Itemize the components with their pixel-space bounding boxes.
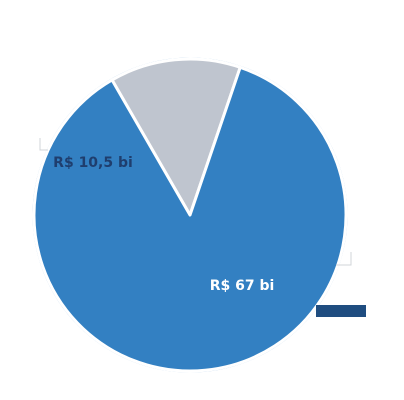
slice-label-small: R$ 10,5 bi <box>53 155 133 171</box>
pie-slice-0 <box>110 57 242 217</box>
pie-slices <box>32 57 348 373</box>
corner-mark-top-left <box>39 138 48 151</box>
corner-mark-bottom-right <box>336 252 352 266</box>
legend-swatch <box>316 305 366 317</box>
pie-slice-1 <box>32 65 348 373</box>
slice-label-large: R$ 67 bi <box>210 278 275 294</box>
